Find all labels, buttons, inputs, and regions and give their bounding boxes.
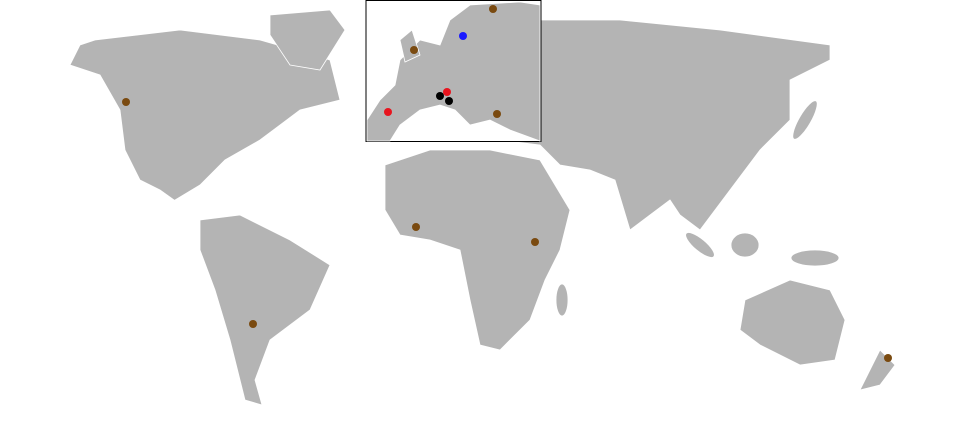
greenland	[269, 9, 346, 71]
marker	[489, 5, 497, 13]
marker	[445, 97, 453, 105]
inset-britain	[399, 29, 421, 63]
marker	[412, 223, 420, 231]
marker	[122, 98, 130, 106]
australia	[739, 279, 846, 366]
sumatra	[685, 232, 715, 258]
marker	[884, 354, 892, 362]
land	[69, 9, 896, 406]
marker	[249, 320, 257, 328]
inset-europe	[366, 1, 541, 142]
markers	[122, 5, 892, 362]
inset	[365, 0, 542, 142]
marker	[436, 92, 444, 100]
marker	[493, 110, 501, 118]
marker	[384, 108, 392, 116]
borneo	[730, 232, 760, 258]
madagascar	[555, 283, 569, 317]
marker	[531, 238, 539, 246]
north-america	[69, 29, 341, 216]
south-america	[199, 214, 331, 406]
marker	[443, 88, 451, 96]
new-guinea	[790, 249, 840, 267]
marker	[459, 32, 467, 40]
marker	[410, 46, 418, 54]
africa	[384, 149, 571, 351]
japan	[792, 100, 818, 140]
